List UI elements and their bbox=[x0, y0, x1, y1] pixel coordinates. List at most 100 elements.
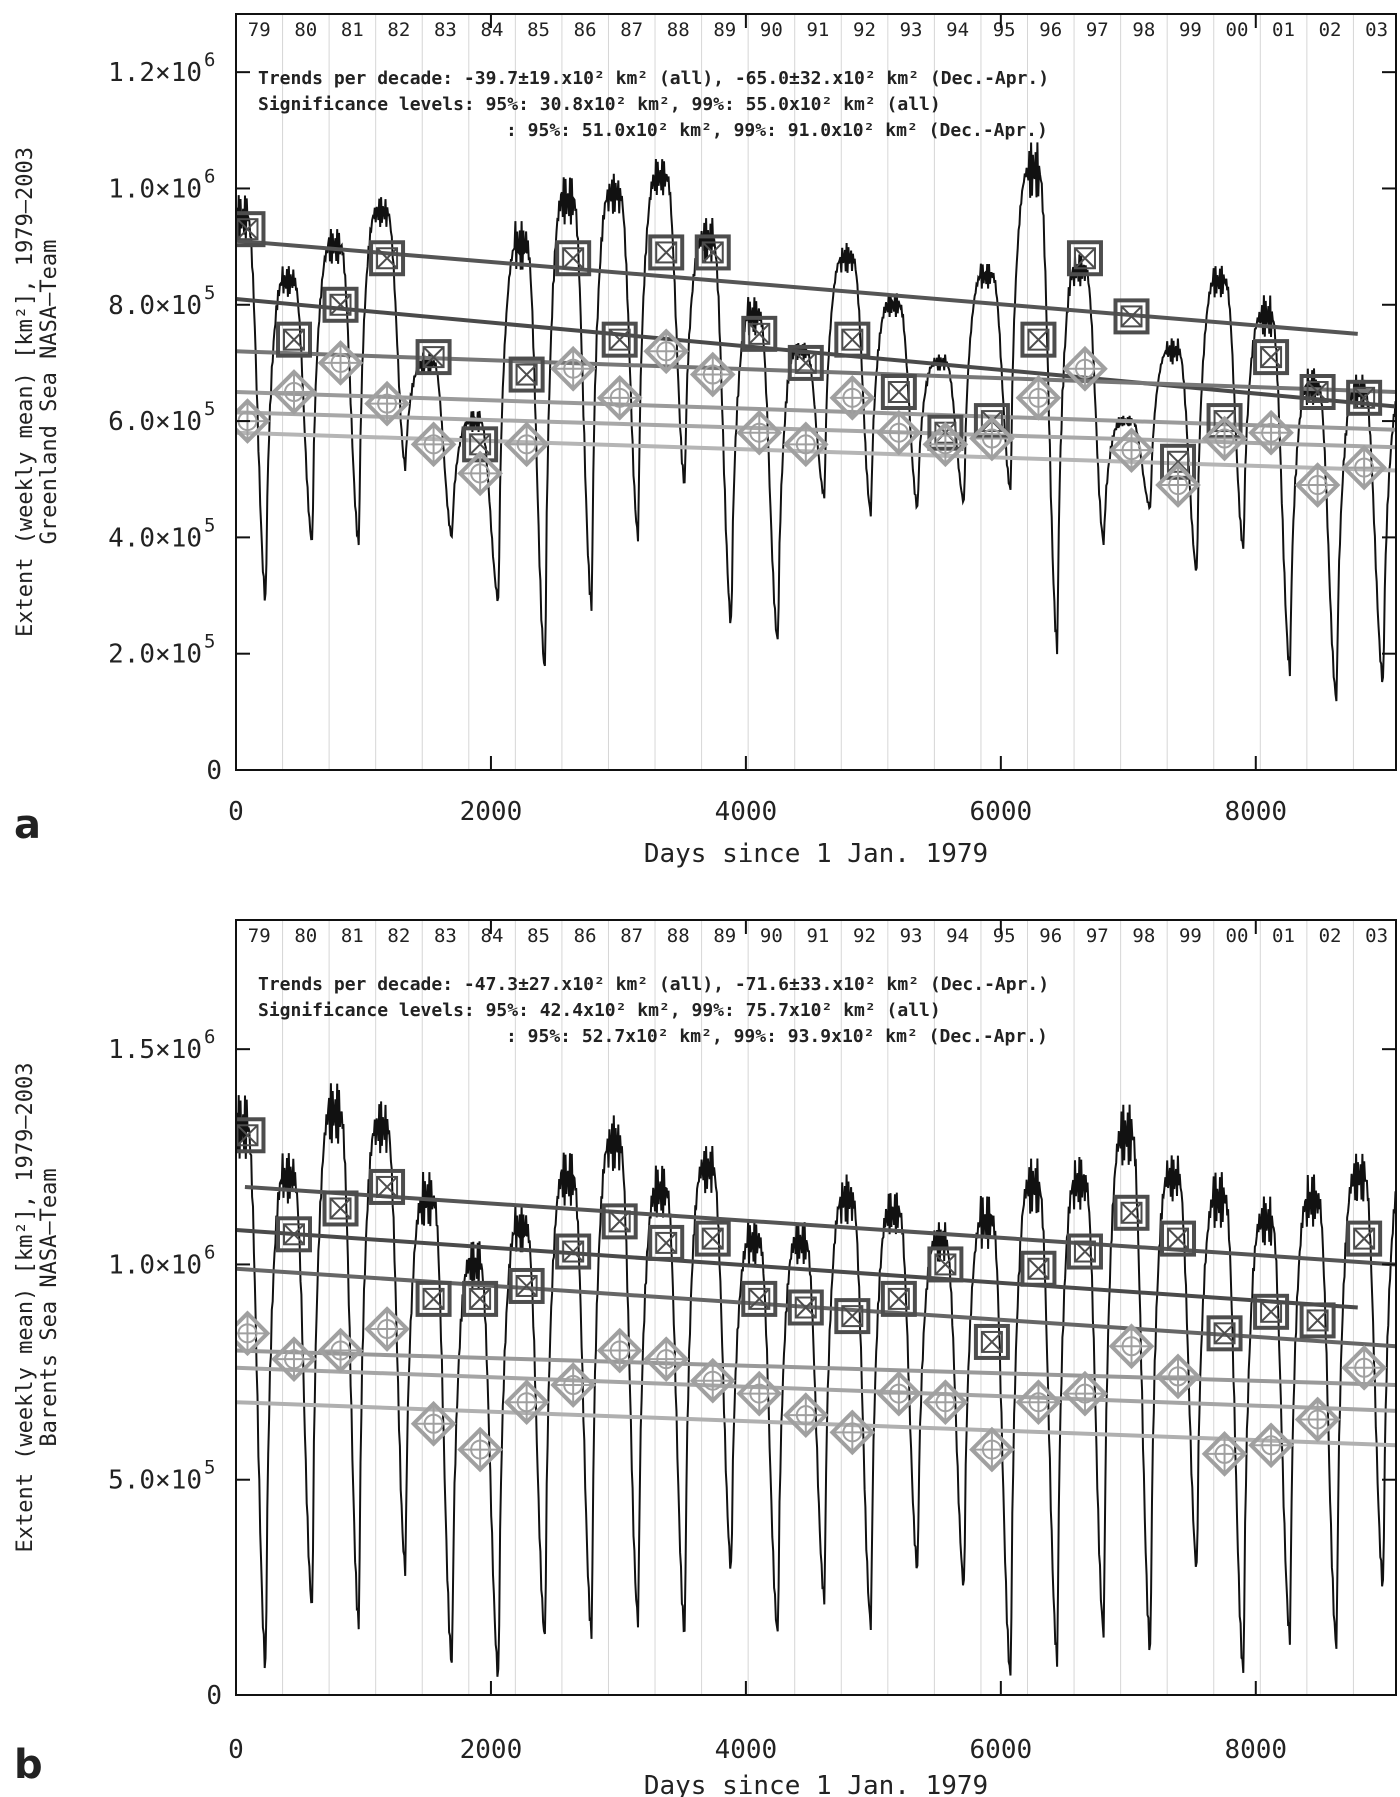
panel-label: b bbox=[14, 1742, 43, 1788]
square-marker-inner bbox=[794, 1296, 817, 1319]
diamond-marker bbox=[364, 380, 410, 427]
diamond-marker bbox=[550, 345, 596, 392]
square-marker-inner bbox=[1120, 305, 1143, 328]
square-marker-inner bbox=[655, 241, 678, 264]
square-marker bbox=[462, 1280, 499, 1317]
diamond-marker bbox=[736, 409, 783, 456]
square-marker-cross bbox=[748, 323, 770, 345]
y-tick-label: 0 bbox=[206, 1681, 222, 1711]
square-marker-box bbox=[508, 356, 545, 393]
square-marker-cross bbox=[469, 433, 491, 456]
diamond-marker bbox=[596, 1327, 643, 1374]
square-marker-cross bbox=[329, 1197, 352, 1220]
plot-frame bbox=[235, 919, 1397, 1696]
square-marker-cross bbox=[283, 1223, 305, 1246]
square-marker-box bbox=[694, 1220, 731, 1257]
y-axis-sublabel: Barents Sea NASA–Team bbox=[37, 1168, 62, 1446]
square-marker-box bbox=[508, 1267, 545, 1304]
square-marker-box bbox=[1346, 379, 1383, 416]
x-tick-label: 8000 bbox=[1224, 1735, 1287, 1765]
square-marker-cross bbox=[888, 381, 910, 403]
square-marker-inner bbox=[422, 1287, 445, 1310]
square-marker-inner bbox=[1260, 1300, 1283, 1323]
square-marker bbox=[787, 344, 824, 381]
x-tick-label: 2000 bbox=[460, 797, 523, 827]
diamond-marker bbox=[1155, 1353, 1201, 1400]
year-label: 80 bbox=[294, 925, 317, 947]
year-label: 99 bbox=[1179, 925, 1202, 947]
year-label: 97 bbox=[1086, 925, 1109, 947]
year-label: 03 bbox=[1365, 925, 1388, 947]
square-marker-cross bbox=[1167, 1227, 1189, 1250]
square-marker-inner bbox=[1353, 386, 1376, 409]
square-marker-cross bbox=[422, 1288, 445, 1310]
square-marker-cross bbox=[1074, 1240, 1096, 1263]
square-marker bbox=[236, 211, 266, 248]
year-label: 99 bbox=[1179, 19, 1202, 41]
year-label: 01 bbox=[1272, 925, 1295, 947]
square-marker-box bbox=[787, 344, 824, 381]
square-marker-box bbox=[1253, 1293, 1290, 1330]
square-marker-inner bbox=[562, 247, 585, 270]
y-tick-label: 4.0×10 bbox=[108, 523, 202, 553]
diamond-marker bbox=[1201, 415, 1248, 462]
square-marker-cross bbox=[702, 241, 724, 264]
square-marker-box bbox=[880, 374, 917, 410]
square-marker-cross bbox=[1213, 1322, 1236, 1345]
square-marker-cross bbox=[1260, 1301, 1282, 1323]
diamond-marker bbox=[410, 1400, 457, 1447]
weekly-extent-series bbox=[236, 142, 1396, 702]
diamond-marker bbox=[1108, 427, 1155, 473]
x-tick-label: 4000 bbox=[715, 1735, 778, 1765]
square-marker-inner bbox=[1306, 1309, 1329, 1332]
year-label: 80 bbox=[294, 19, 317, 41]
year-label: 91 bbox=[806, 19, 829, 41]
square-marker-box bbox=[927, 1246, 964, 1283]
plot-contents bbox=[236, 142, 1396, 702]
year-label: 85 bbox=[527, 19, 550, 41]
square-marker-inner bbox=[1213, 1322, 1236, 1345]
year-label: 03 bbox=[1365, 19, 1388, 41]
trend-line bbox=[236, 1228, 1358, 1310]
square-marker-box bbox=[322, 1190, 359, 1227]
trend-annotation: : 95%: 51.0x10² km², 99%: 91.0x10² km² (… bbox=[506, 120, 1048, 141]
diamond-marker bbox=[410, 421, 457, 468]
diamond-marker bbox=[1015, 1379, 1062, 1426]
plot-contents bbox=[236, 1083, 1396, 1677]
square-marker-box bbox=[834, 1298, 871, 1335]
square-marker-box bbox=[236, 211, 266, 248]
square-marker-box bbox=[1299, 1302, 1336, 1339]
year-label: 92 bbox=[853, 925, 876, 947]
square-marker bbox=[1113, 298, 1150, 335]
x-tick-label: 2000 bbox=[460, 1735, 523, 1765]
square-marker bbox=[1253, 1293, 1290, 1330]
diamond-marker bbox=[596, 374, 643, 421]
square-marker-inner bbox=[376, 247, 399, 270]
diamond-marker bbox=[457, 1426, 503, 1473]
square-marker-cross bbox=[1260, 346, 1282, 368]
square-marker-box bbox=[555, 240, 592, 277]
square-marker bbox=[648, 234, 685, 271]
y-tick-label: 5.0×10 bbox=[108, 1466, 202, 1496]
square-marker-box bbox=[1160, 1220, 1197, 1257]
square-marker-cross bbox=[795, 1296, 817, 1319]
diamond-marker bbox=[876, 409, 922, 456]
year-label: 84 bbox=[481, 925, 504, 947]
square-marker-cross bbox=[1306, 381, 1329, 403]
square-marker bbox=[601, 321, 638, 358]
x-tick-label: 6000 bbox=[970, 797, 1033, 827]
square-marker-cross bbox=[515, 1275, 538, 1297]
square-marker-cross bbox=[1353, 1227, 1375, 1250]
square-marker-box bbox=[1020, 321, 1057, 358]
square-marker-inner bbox=[1353, 1227, 1376, 1250]
diamond-marker bbox=[643, 328, 690, 375]
diamond-marker bbox=[457, 450, 503, 497]
year-label: 85 bbox=[527, 925, 550, 947]
square-marker-cross bbox=[469, 1288, 491, 1310]
diamond-marker bbox=[829, 1409, 876, 1456]
year-label: 95 bbox=[993, 19, 1016, 41]
square-marker-cross bbox=[1120, 305, 1143, 328]
square-marker-cross bbox=[981, 1331, 1003, 1353]
trend-line bbox=[236, 390, 1396, 432]
square-marker-cross bbox=[562, 247, 584, 269]
